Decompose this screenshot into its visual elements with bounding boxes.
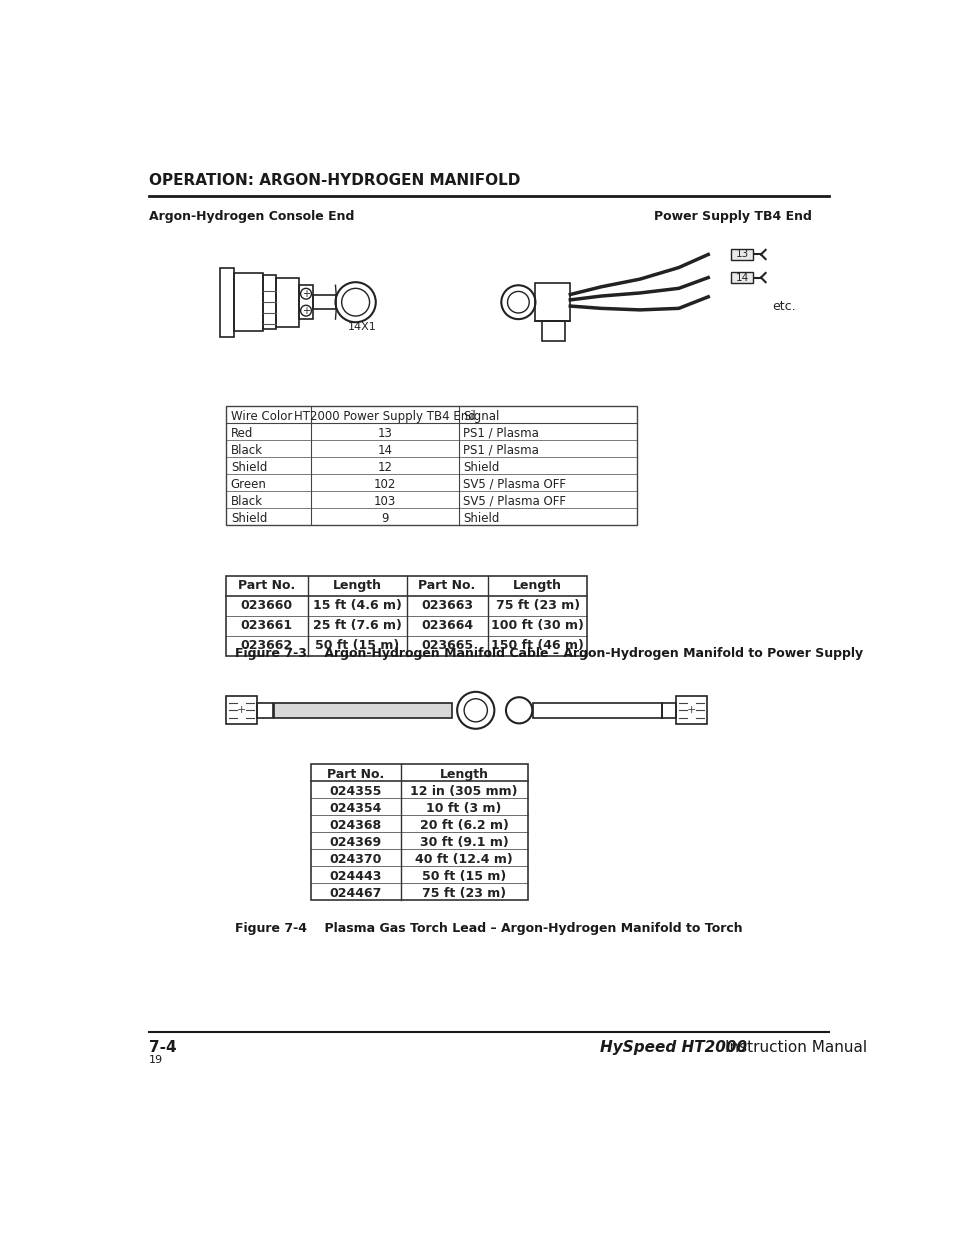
Bar — [226, 576, 587, 656]
Text: Length: Length — [333, 579, 381, 593]
Text: 024368: 024368 — [329, 819, 381, 832]
Text: Argon-Hydrogen Console End: Argon-Hydrogen Console End — [149, 210, 354, 222]
Text: Shield: Shield — [463, 511, 499, 525]
Text: Red: Red — [231, 427, 253, 440]
Text: 19: 19 — [149, 1055, 163, 1066]
Text: etc.: etc. — [771, 300, 795, 312]
Text: 024443: 024443 — [329, 869, 381, 883]
Text: 13: 13 — [377, 427, 392, 440]
Text: 75 ft (23 m): 75 ft (23 m) — [421, 887, 506, 899]
Bar — [226, 697, 257, 724]
Text: +: + — [302, 289, 310, 299]
Text: OPERATION: ARGON-HYDROGEN MANIFOLD: OPERATION: ARGON-HYDROGEN MANIFOLD — [149, 173, 519, 188]
Text: 12: 12 — [377, 461, 393, 474]
Bar — [675, 697, 706, 724]
Text: 024370: 024370 — [329, 852, 381, 866]
Text: 50 ft (15 m): 50 ft (15 m) — [421, 869, 506, 883]
Text: +: + — [236, 705, 246, 715]
Bar — [274, 703, 452, 718]
Text: 15 ft (4.6 m): 15 ft (4.6 m) — [313, 599, 401, 613]
Text: Power Supply TB4 End: Power Supply TB4 End — [654, 210, 811, 222]
Text: Instruction Manual: Instruction Manual — [724, 1040, 866, 1055]
Text: 14X1: 14X1 — [347, 322, 375, 332]
Text: +: + — [686, 705, 695, 715]
Bar — [731, 249, 753, 259]
Text: 023661: 023661 — [240, 620, 293, 632]
Text: Part No.: Part No. — [237, 579, 294, 593]
Text: SV5 / Plasma OFF: SV5 / Plasma OFF — [463, 495, 566, 508]
Text: 14: 14 — [377, 443, 393, 457]
Text: 14: 14 — [735, 273, 748, 283]
Text: 9: 9 — [381, 511, 389, 525]
Text: Shield: Shield — [463, 461, 499, 474]
Text: Wire Color: Wire Color — [231, 410, 292, 424]
Text: 150 ft (46 m): 150 ft (46 m) — [491, 640, 583, 652]
Text: Black: Black — [231, 495, 263, 508]
Bar — [535, 283, 570, 321]
Text: +: + — [302, 306, 310, 316]
Text: 023660: 023660 — [240, 599, 293, 613]
Text: Part No.: Part No. — [418, 579, 476, 593]
Text: 10 ft (3 m): 10 ft (3 m) — [426, 802, 501, 815]
Text: 023664: 023664 — [420, 620, 473, 632]
Text: 023662: 023662 — [240, 640, 293, 652]
Bar — [298, 285, 313, 319]
Text: 50 ft (15 m): 50 ft (15 m) — [314, 640, 399, 652]
Text: 75 ft (23 m): 75 ft (23 m) — [496, 599, 579, 613]
Text: 40 ft (12.4 m): 40 ft (12.4 m) — [415, 852, 513, 866]
Text: 024369: 024369 — [329, 836, 381, 848]
Bar — [313, 295, 335, 309]
Bar — [226, 406, 637, 525]
Bar — [263, 275, 275, 330]
Bar — [731, 272, 753, 283]
Text: 25 ft (7.6 m): 25 ft (7.6 m) — [313, 620, 401, 632]
Text: Part No.: Part No. — [327, 768, 384, 781]
Text: PS1 / Plasma: PS1 / Plasma — [463, 443, 538, 457]
Bar — [275, 278, 298, 327]
Bar — [533, 703, 661, 718]
Text: 12 in (305 mm): 12 in (305 mm) — [410, 785, 517, 798]
Bar — [661, 703, 675, 718]
Text: Signal: Signal — [463, 410, 499, 424]
Text: Shield: Shield — [231, 461, 267, 474]
Text: Length: Length — [513, 579, 561, 593]
Text: 20 ft (6.2 m): 20 ft (6.2 m) — [419, 819, 508, 832]
Text: 024355: 024355 — [329, 785, 381, 798]
Text: 7-4: 7-4 — [149, 1040, 176, 1055]
Text: Shield: Shield — [231, 511, 267, 525]
Text: PS1 / Plasma: PS1 / Plasma — [463, 427, 538, 440]
Text: 024467: 024467 — [329, 887, 381, 899]
Text: 30 ft (9.1 m): 30 ft (9.1 m) — [419, 836, 508, 848]
Text: Green: Green — [231, 478, 267, 490]
Text: 103: 103 — [374, 495, 395, 508]
Text: 023665: 023665 — [420, 640, 473, 652]
Text: Black: Black — [231, 443, 263, 457]
Text: 024354: 024354 — [329, 802, 381, 815]
Text: 102: 102 — [374, 478, 395, 490]
Text: HySpeed HT2000: HySpeed HT2000 — [599, 1040, 746, 1055]
Bar — [311, 764, 528, 900]
Text: Length: Length — [439, 768, 488, 781]
Bar — [233, 273, 263, 331]
Text: SV5 / Plasma OFF: SV5 / Plasma OFF — [463, 478, 566, 490]
Bar — [257, 703, 273, 718]
Text: 13: 13 — [735, 249, 748, 259]
Bar — [220, 268, 233, 337]
Text: 023663: 023663 — [420, 599, 473, 613]
Text: Figure 7-4    Plasma Gas Torch Lead – Argon-Hydrogen Manifold to Torch: Figure 7-4 Plasma Gas Torch Lead – Argon… — [235, 923, 742, 935]
Bar — [541, 321, 564, 341]
Text: 100 ft (30 m): 100 ft (30 m) — [491, 620, 583, 632]
Text: Figure 7-3    Argon-Hydrogen Manifold Cable – Argon-Hydrogen Manifold to Power S: Figure 7-3 Argon-Hydrogen Manifold Cable… — [235, 647, 862, 661]
Text: HT2000 Power Supply TB4 End: HT2000 Power Supply TB4 End — [294, 410, 476, 424]
